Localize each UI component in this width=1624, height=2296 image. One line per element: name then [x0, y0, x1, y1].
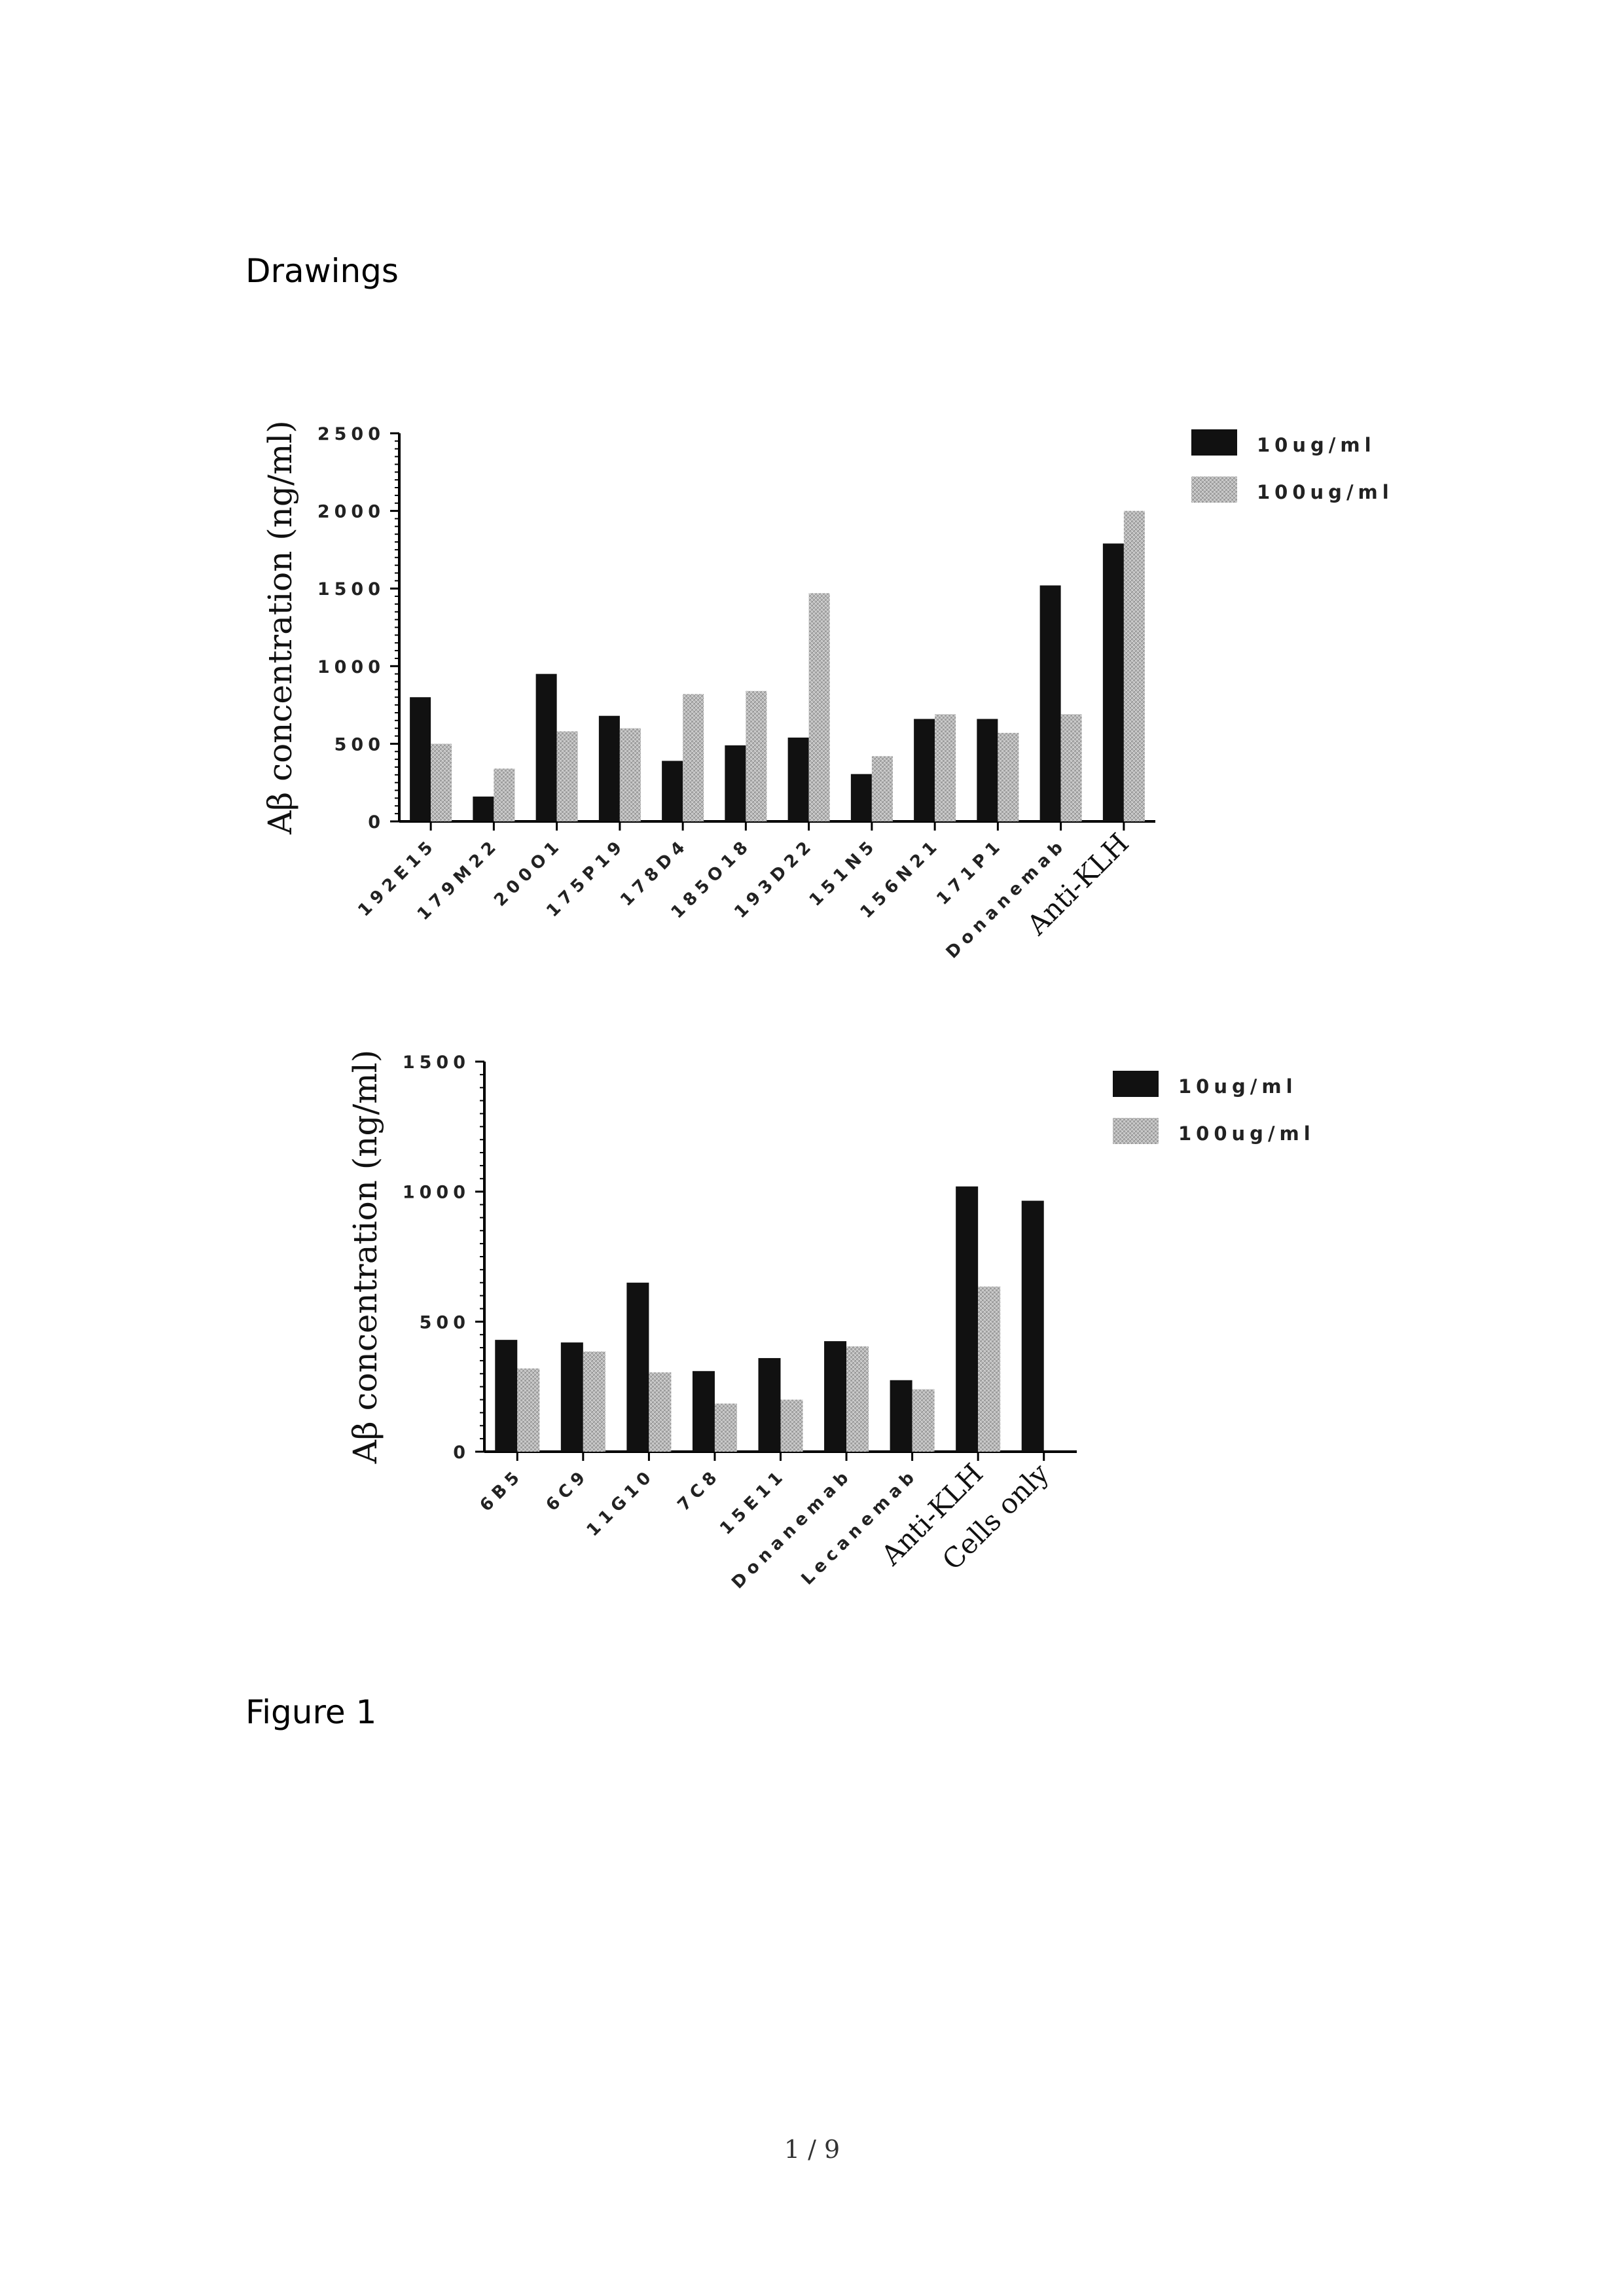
legend-label-10ug: 10ug/ml [1257, 434, 1376, 456]
bar-chart-2: 0 500 1000 1500 Aβ concentration (ng/ml) 6B5 6… [346, 1050, 1315, 1593]
bar-10ug [914, 719, 935, 821]
bar-100ug [714, 1403, 737, 1452]
bar-100ug [683, 694, 704, 821]
bar-100ug [649, 1372, 672, 1452]
bar-100ug [517, 1368, 540, 1452]
legend-swatch-100ug [1191, 476, 1237, 503]
bar-10ug [473, 797, 494, 821]
y-tick-label: 1000 [403, 1183, 470, 1203]
x-category-label: 6B5 [476, 1465, 527, 1516]
page-number: 1 / 9 [784, 2135, 840, 2164]
y-tick-label: 500 [334, 734, 385, 755]
bar-10ug [787, 737, 809, 821]
bar-10ug [662, 761, 683, 821]
legend-swatch-100ug [1113, 1118, 1159, 1144]
bar-10ug [1021, 1200, 1044, 1452]
bar-10ug [977, 719, 998, 821]
bar-10ug [890, 1380, 912, 1452]
x-category-label: 7C8 [674, 1465, 725, 1515]
y-axis-label: Aβ concentration (ng/ml) [261, 420, 299, 835]
bar-10ug [824, 1341, 847, 1452]
bar-100ug [846, 1346, 869, 1452]
bar-100ug [871, 756, 893, 821]
bar-100ug [1123, 511, 1145, 821]
bar-10ug [626, 1282, 649, 1452]
bar-100ug [935, 714, 956, 821]
y-axis-label: Aβ concentration (ng/ml) [346, 1050, 384, 1465]
bar-10ug [1102, 543, 1124, 821]
page-heading: Drawings [245, 252, 399, 290]
bar-100ug [780, 1399, 803, 1452]
bar-10ug [725, 745, 746, 821]
figure-caption: Figure 1 [245, 1693, 377, 1731]
bar-10ug [758, 1357, 781, 1452]
bar-10ug [410, 697, 431, 821]
y-tick-label: 1500 [403, 1052, 470, 1073]
bar-10ug [692, 1371, 715, 1452]
x-category-label: 11G10 [583, 1465, 659, 1541]
bar-100ug [1060, 714, 1082, 821]
bar-10ug [495, 1340, 518, 1452]
legend: 10ug/ml 100ug/ml [1191, 429, 1394, 503]
bar-100ug [808, 593, 830, 821]
bar-100ug [619, 728, 641, 821]
y-tick-label: 1000 [317, 657, 385, 677]
legend: 10ug/ml 100ug/ml [1113, 1071, 1315, 1145]
bar-10ug [1039, 585, 1061, 821]
bar-100ug [746, 691, 767, 821]
bar-100ug [978, 1286, 1001, 1452]
bar-10ug [850, 774, 872, 821]
legend-swatch-10ug [1113, 1071, 1159, 1097]
bar-100ug [556, 731, 578, 821]
x-category-label: Anti-KLH [1020, 827, 1135, 941]
bar-10ug [560, 1342, 583, 1452]
legend-label-100ug: 100ug/ml [1178, 1122, 1315, 1145]
bar-10ug [535, 673, 557, 821]
bar-100ug [998, 732, 1019, 821]
y-tick-label: 0 [368, 812, 385, 833]
y-tick-label: 1500 [317, 579, 385, 600]
bar-10ug [598, 715, 620, 821]
bar-10ug [956, 1186, 979, 1452]
x-category-label: Donanemab [728, 1465, 856, 1593]
bar-100ug [583, 1352, 605, 1452]
bar-chart-1: 0 500 1000 1500 2000 2500 Aβ concentration (ng… [261, 420, 1394, 962]
bar-100ug [431, 744, 452, 821]
y-tick-label: 2000 [317, 502, 385, 522]
bar-100ug [912, 1389, 935, 1452]
y-tick-label: 0 [453, 1443, 470, 1463]
y-tick-label: 500 [420, 1312, 470, 1333]
x-category-label: 6C9 [543, 1465, 593, 1515]
legend-label-100ug: 100ug/ml [1257, 481, 1394, 503]
bar-100ug [494, 768, 515, 821]
legend-label-10ug: 10ug/ml [1178, 1075, 1297, 1098]
legend-swatch-10ug [1191, 429, 1237, 456]
y-tick-label: 2500 [317, 424, 385, 444]
